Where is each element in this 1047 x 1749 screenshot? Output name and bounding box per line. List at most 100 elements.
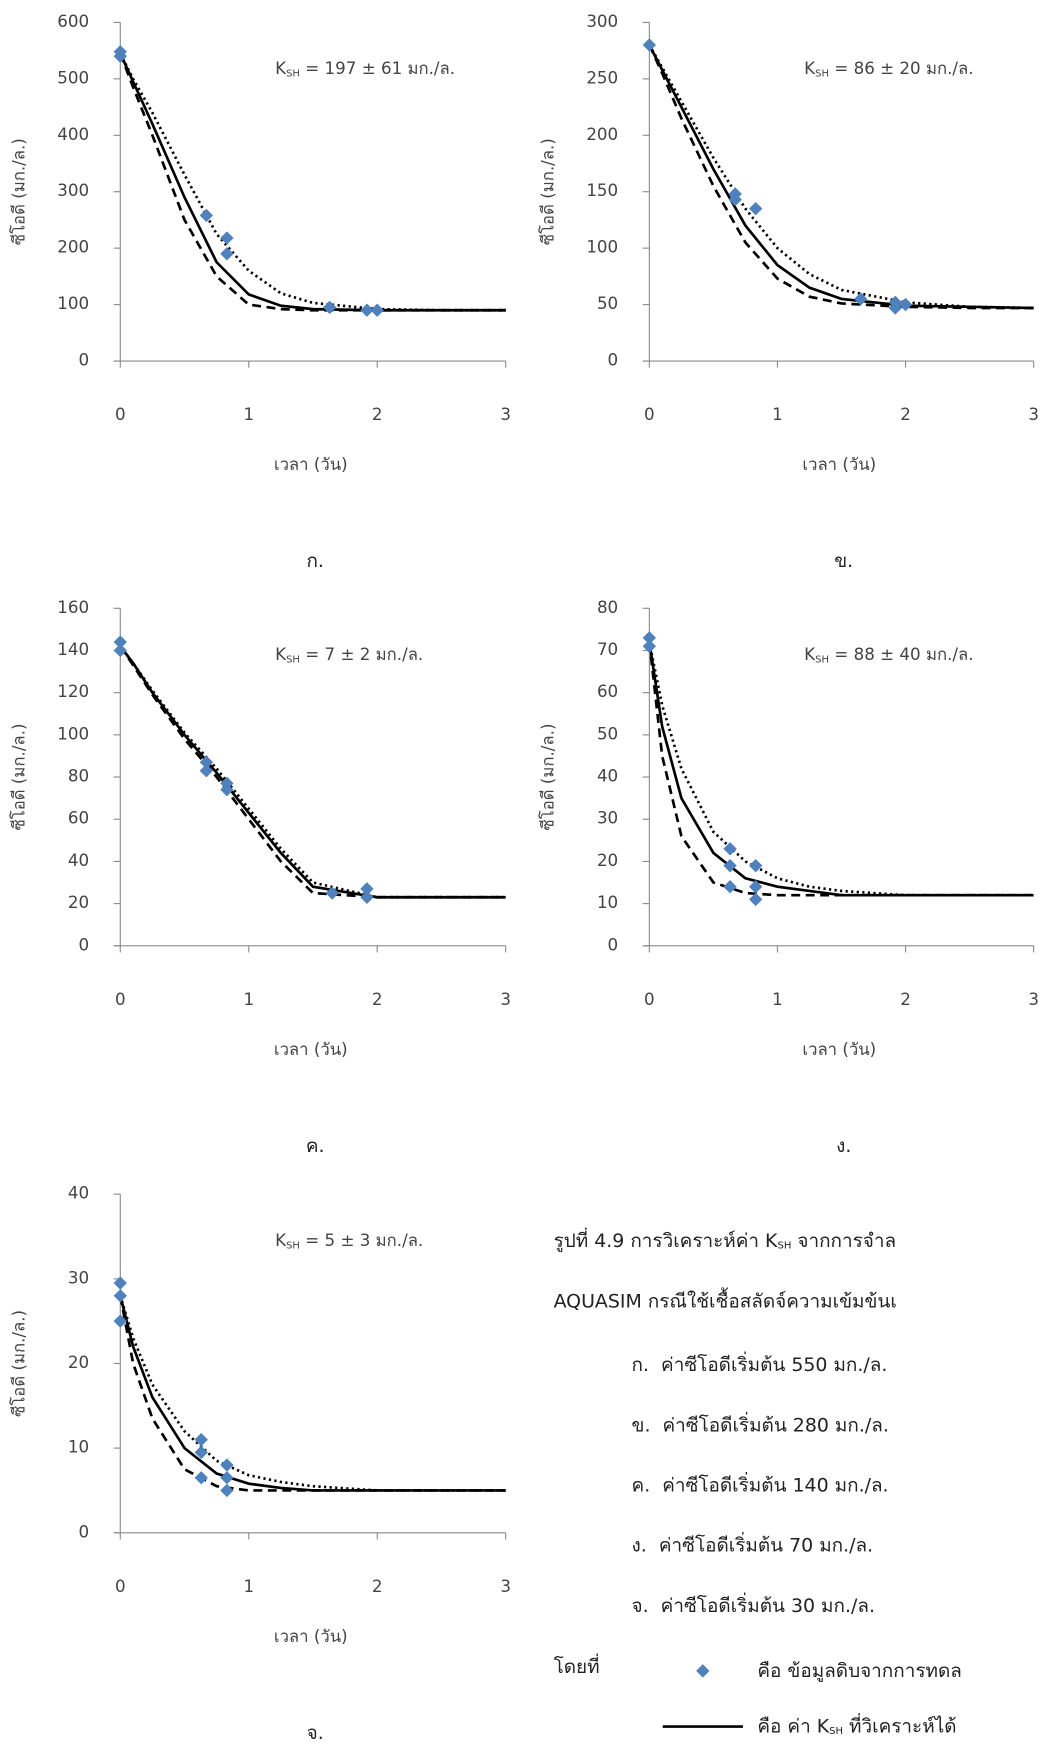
x-tick-label: 0: [644, 989, 655, 1009]
y-tick-label: 60: [68, 808, 89, 828]
y-tick-label: 0: [78, 934, 89, 954]
caption: จ.: [307, 1722, 324, 1744]
model-line: [648, 44, 1034, 310]
model-line: [648, 641, 1034, 897]
caption-item: ง. ค่าซีโอดีเริ่มต้น 70 มก./ล.: [632, 1532, 874, 1557]
data-point: [220, 1483, 234, 1498]
model-line: [119, 52, 506, 312]
y-tick-label: 250: [586, 67, 618, 87]
legend-marker: [696, 1664, 710, 1678]
x-axis-label: เวลา (วัน): [802, 454, 876, 474]
caption-item: จ. ค่าซีโอดีเริ่มต้น 30 มก./ล.: [632, 1592, 875, 1617]
data-point: [220, 1458, 234, 1472]
annotation: KSH = 197 ± 61 มก./ล.: [275, 58, 455, 80]
model-line: [118, 1295, 506, 1492]
y-tick-label: 140: [57, 639, 89, 659]
text-part: K: [804, 58, 816, 78]
x-tick-label: 3: [500, 989, 511, 1009]
caption-item: ก. ค่าซีโอดีเริ่มต้น 550 มก./ล.: [632, 1351, 888, 1376]
data-point: [723, 842, 737, 856]
data-point: [370, 303, 384, 317]
caption: ข.: [834, 550, 853, 572]
y-tick-label: 300: [586, 11, 618, 31]
text-part: SH: [286, 69, 300, 80]
data-point: [199, 755, 214, 769]
x-axis-label: เวลา (วัน): [802, 1039, 876, 1059]
data-point: [113, 643, 127, 658]
y-tick-label: 500: [57, 67, 89, 87]
y-axis-label: ซีโอดี (มก./ล.): [9, 1310, 29, 1417]
data-point: [220, 1471, 234, 1485]
text-part: = 197 ± 61 มก./ล.: [300, 58, 455, 78]
y-tick-label: 120: [57, 681, 89, 701]
text-part: K: [275, 1229, 287, 1249]
model-line: [119, 645, 506, 899]
text-part: SH: [829, 1726, 843, 1737]
y-tick-label: 20: [597, 850, 618, 870]
text-part: SH: [815, 69, 829, 80]
x-tick-label: 1: [243, 989, 254, 1009]
y-tick-label: 50: [597, 293, 618, 313]
x-tick-label: 2: [372, 1576, 383, 1596]
y-tick-label: 20: [68, 1352, 89, 1372]
y-axis-label: ซีโอดี (มก./ล.): [9, 138, 29, 245]
x-tick-label: 1: [243, 1576, 254, 1596]
text-part: SH: [777, 1240, 791, 1251]
x-tick-label: 0: [115, 989, 126, 1009]
y-tick-label: 70: [597, 639, 618, 659]
y-tick-label: 80: [597, 597, 618, 617]
x-tick-label: 0: [115, 404, 126, 424]
data-point: [748, 201, 763, 216]
y-tick-label: 200: [586, 124, 618, 144]
caption: ง.: [836, 1135, 851, 1157]
data-point: [194, 1432, 208, 1447]
figure-caption: รูปที่ 4.9 การวิเคราะห์ค่า KSH จากการจำล: [554, 1226, 897, 1251]
text-part: SH: [286, 1240, 300, 1251]
data-point: [360, 882, 374, 896]
x-tick-label: 0: [644, 404, 655, 424]
model-line: [648, 44, 1034, 310]
y-tick-label: 200: [57, 237, 89, 257]
data-point: [723, 858, 737, 873]
data-point: [854, 292, 868, 306]
y-tick-label: 0: [608, 934, 619, 954]
x-tick-label: 3: [1028, 989, 1039, 1009]
text-part: K: [275, 58, 287, 78]
annotation: KSH = 7 ± 2 มก./ล.: [275, 644, 423, 666]
text-part: = 88 ± 40 มก./ล.: [829, 644, 974, 664]
annotation: KSH = 86 ± 20 มก./ล.: [804, 58, 973, 80]
y-tick-label: 100: [57, 293, 89, 313]
text-part: ที่วิเคราะห์ได้: [843, 1712, 956, 1737]
y-tick-label: 0: [78, 350, 89, 370]
caption: ก.: [306, 550, 323, 572]
y-axis-label: ซีโอดี (มก./ล.): [538, 724, 558, 831]
data-point: [113, 1276, 127, 1290]
y-tick-label: 40: [68, 1183, 89, 1203]
data-point: [642, 631, 657, 645]
text-part: K: [804, 644, 816, 664]
data-point: [199, 208, 214, 223]
text-part: = 86 ± 20 มก./ล.: [829, 58, 974, 78]
text-part: K: [275, 644, 287, 664]
model-line: [119, 645, 506, 899]
caption: ค.: [306, 1135, 325, 1157]
y-tick-label: 30: [68, 1267, 89, 1287]
model-line: [119, 52, 506, 312]
data-point: [728, 192, 742, 207]
y-tick-label: 0: [78, 1521, 89, 1541]
y-tick-label: 150: [586, 180, 618, 200]
x-tick-label: 0: [115, 1576, 126, 1596]
data-point: [360, 890, 374, 904]
legend-text: คือ ข้อมูลดิบจากการทดล: [757, 1659, 961, 1681]
figure-caption-line: AQUASIM กรณีใช้เชื้อสลัดจ์ความเข้มข้นเ: [554, 1288, 897, 1313]
data-point: [360, 303, 374, 317]
annotation: KSH = 88 ± 40 มก./ล.: [804, 644, 973, 666]
data-point: [898, 297, 913, 312]
annotation: KSH = 5 ± 3 มก./ล.: [275, 1229, 423, 1251]
data-point: [220, 231, 234, 245]
text-part: SH: [286, 655, 300, 666]
y-tick-label: 50: [597, 723, 618, 743]
model-line: [648, 44, 1034, 310]
y-tick-label: 600: [57, 11, 89, 31]
x-axis-label: เวลา (วัน): [274, 1626, 348, 1646]
